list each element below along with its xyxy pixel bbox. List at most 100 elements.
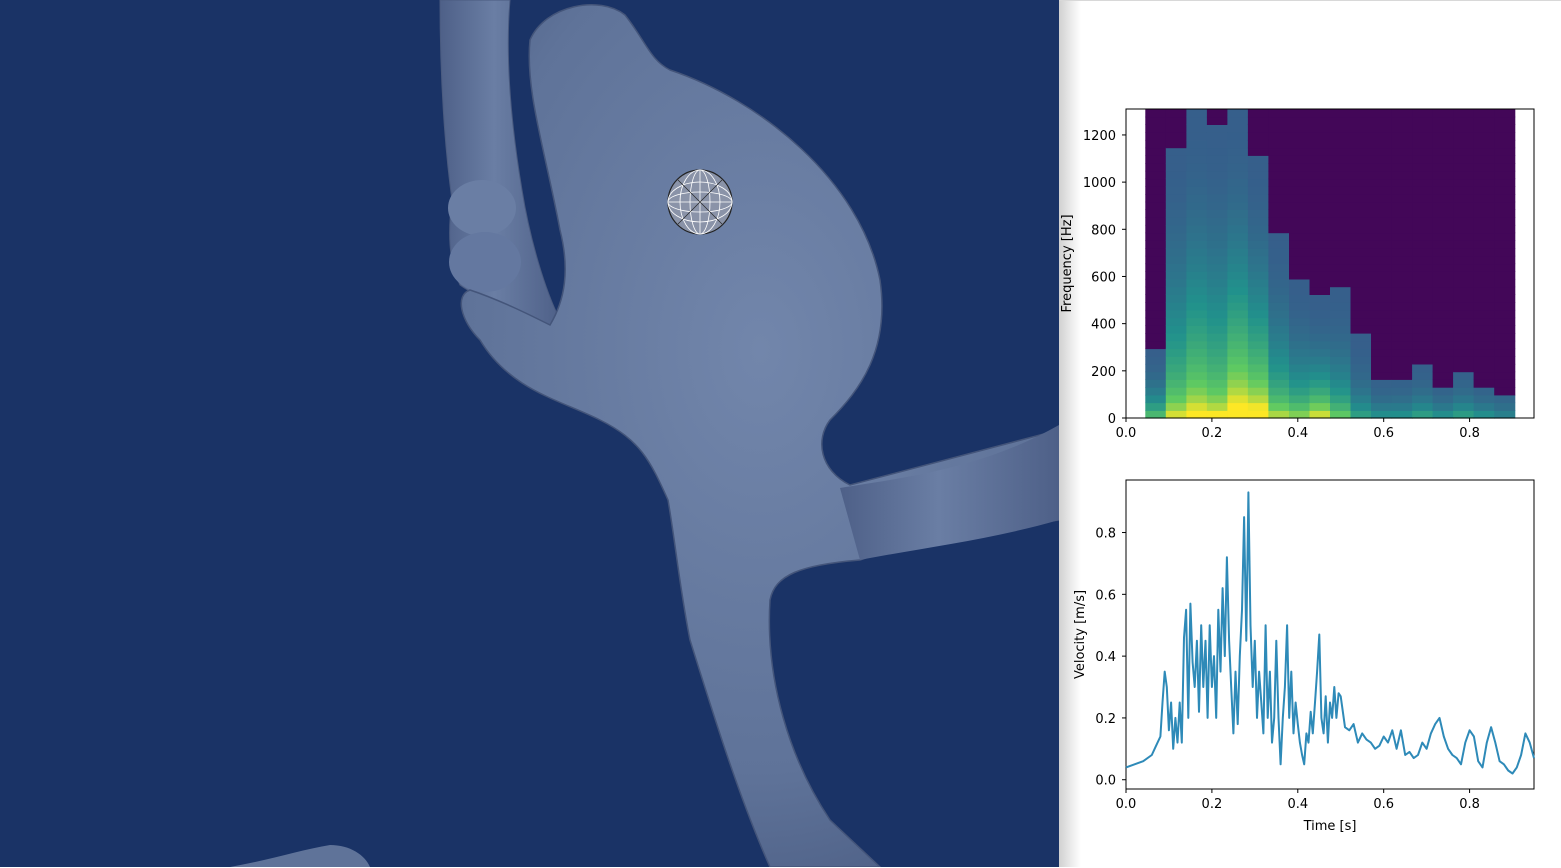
spectrogram-cell: [1494, 302, 1516, 311]
spectrogram-cell: [1494, 255, 1516, 265]
spectrogram-cell: [1145, 124, 1167, 133]
spectrogram-cell: [1350, 294, 1372, 303]
spectrogram-cell: [1494, 286, 1516, 295]
spectrogram-cell: [1412, 232, 1434, 241]
spectrogram-cell: [1247, 363, 1269, 373]
spectrogram-cell: [1145, 147, 1167, 156]
wireframe-sphere-icon[interactable]: [667, 169, 733, 235]
spectrogram-cell: [1309, 356, 1331, 365]
spectrogram-cell: [1247, 139, 1269, 149]
spectrogram-cell: [1289, 124, 1311, 133]
spectrogram-cell: [1145, 232, 1167, 241]
spectrogram-cell: [1165, 302, 1187, 311]
spectrogram-cell: [1247, 333, 1269, 342]
spectrogram-cell: [1309, 294, 1331, 303]
spectrogram-cell: [1186, 109, 1208, 118]
spectrogram-cell: [1330, 371, 1352, 380]
velocity-series-line: [1125, 491, 1535, 775]
spectrogram-cell: [1289, 356, 1311, 365]
spectrogram-cell: [1165, 325, 1187, 334]
spectrogram-cell: [1473, 139, 1495, 149]
spectrogram-cell: [1453, 217, 1475, 226]
spectrogram-cell: [1247, 410, 1269, 419]
velocity-y-label: Velocity [m/s]: [1073, 590, 1088, 679]
spectrogram-cell: [1391, 394, 1413, 404]
spectrogram-cell: [1412, 394, 1434, 404]
spectrogram-cell: [1145, 317, 1167, 326]
spectrogram-cell: [1494, 170, 1516, 180]
spectrogram-cell: [1165, 263, 1187, 272]
spectrogram-cell: [1165, 294, 1187, 303]
spectrogram-cell: [1330, 340, 1352, 350]
spectrogram-cell: [1432, 132, 1454, 141]
spectrogram-cell: [1350, 240, 1372, 249]
spectrogram-cell: [1412, 132, 1434, 141]
spectrogram-cell: [1432, 379, 1454, 388]
spectrogram-cell: [1453, 255, 1475, 265]
spectrogram-cell: [1391, 209, 1413, 218]
spectrogram-cell: [1206, 194, 1228, 203]
spectrogram-cell: [1268, 309, 1290, 319]
spectrogram-cell: [1206, 317, 1228, 326]
spectrogram-cell: [1145, 178, 1167, 187]
spectrogram-cell: [1371, 263, 1393, 272]
spectrogram-cell: [1186, 340, 1208, 350]
spectrogram-cell: [1350, 186, 1372, 195]
spectrogram-cell: [1268, 302, 1290, 311]
spectrogram-cell: [1391, 286, 1413, 295]
x-tick-label: 0.4: [1287, 797, 1308, 812]
spectrogram-cell: [1391, 348, 1413, 357]
spectrogram-cell: [1371, 255, 1393, 265]
spectrogram-cell: [1350, 255, 1372, 265]
spectrogram-cell: [1412, 163, 1434, 172]
spectrogram-cell: [1206, 309, 1228, 319]
spectrogram-cell: [1494, 340, 1516, 350]
spectrogram-cell: [1473, 379, 1495, 388]
spectrogram-cell: [1330, 325, 1352, 334]
spectrogram-cell: [1432, 155, 1454, 164]
spectrogram-cell: [1330, 309, 1352, 319]
spectrogram-cell: [1432, 394, 1454, 404]
spectrogram-cell: [1289, 132, 1311, 141]
spectrogram-cell: [1473, 178, 1495, 187]
spectrogram-cell: [1145, 356, 1167, 365]
velocity-chart: 0.0 0.2 0.4 0.6 0.8 0.0 0.2 0.4 0.6 0.8 Time [s]…: [1073, 479, 1535, 834]
spectrogram-cell: [1494, 194, 1516, 203]
spectrogram-cell: [1350, 325, 1372, 334]
spectrogram-cell: [1206, 132, 1228, 141]
spectrogram-cell: [1165, 170, 1187, 180]
spectrogram-cell: [1206, 224, 1228, 234]
spectrogram-cell: [1227, 294, 1249, 303]
spectrogram-cell: [1206, 263, 1228, 272]
spectrogram-cell: [1206, 217, 1228, 226]
spectrogram-cell: [1453, 155, 1475, 164]
spectrogram-cell: [1494, 186, 1516, 195]
spectrogram-cell: [1453, 116, 1475, 125]
spectrogram-cell: [1391, 116, 1413, 125]
spectrogram-cell: [1145, 271, 1167, 280]
spectrogram-cell: [1268, 178, 1290, 187]
3d-viewport[interactable]: [0, 0, 1059, 867]
spectrogram-cell: [1494, 217, 1516, 226]
spectrogram-cell: [1432, 348, 1454, 357]
aneurysm-sac: [460, 4, 1059, 867]
spectrogram-cell: [1186, 155, 1208, 164]
spectrogram-cell: [1186, 286, 1208, 295]
spectrogram-cell: [1350, 178, 1372, 187]
spectrogram-cell: [1186, 302, 1208, 311]
spectrogram-cell: [1350, 224, 1372, 234]
spectrogram-cell: [1371, 348, 1393, 357]
spectrogram-cell: [1186, 224, 1208, 234]
spectrogram-cell: [1309, 302, 1331, 311]
spectrogram-cell: [1247, 116, 1269, 125]
spectrogram-cell: [1309, 201, 1331, 210]
spectrogram-cell: [1494, 147, 1516, 156]
spectrogram-cell: [1473, 333, 1495, 342]
spectrogram-cell: [1186, 294, 1208, 303]
spectrogram-cell: [1473, 294, 1495, 303]
spectrogram-cell: [1227, 356, 1249, 365]
spectrogram-cell: [1247, 325, 1269, 334]
spectrogram-cell: [1309, 278, 1331, 288]
spectrogram-cell: [1432, 147, 1454, 156]
spectrogram-cell: [1412, 194, 1434, 203]
